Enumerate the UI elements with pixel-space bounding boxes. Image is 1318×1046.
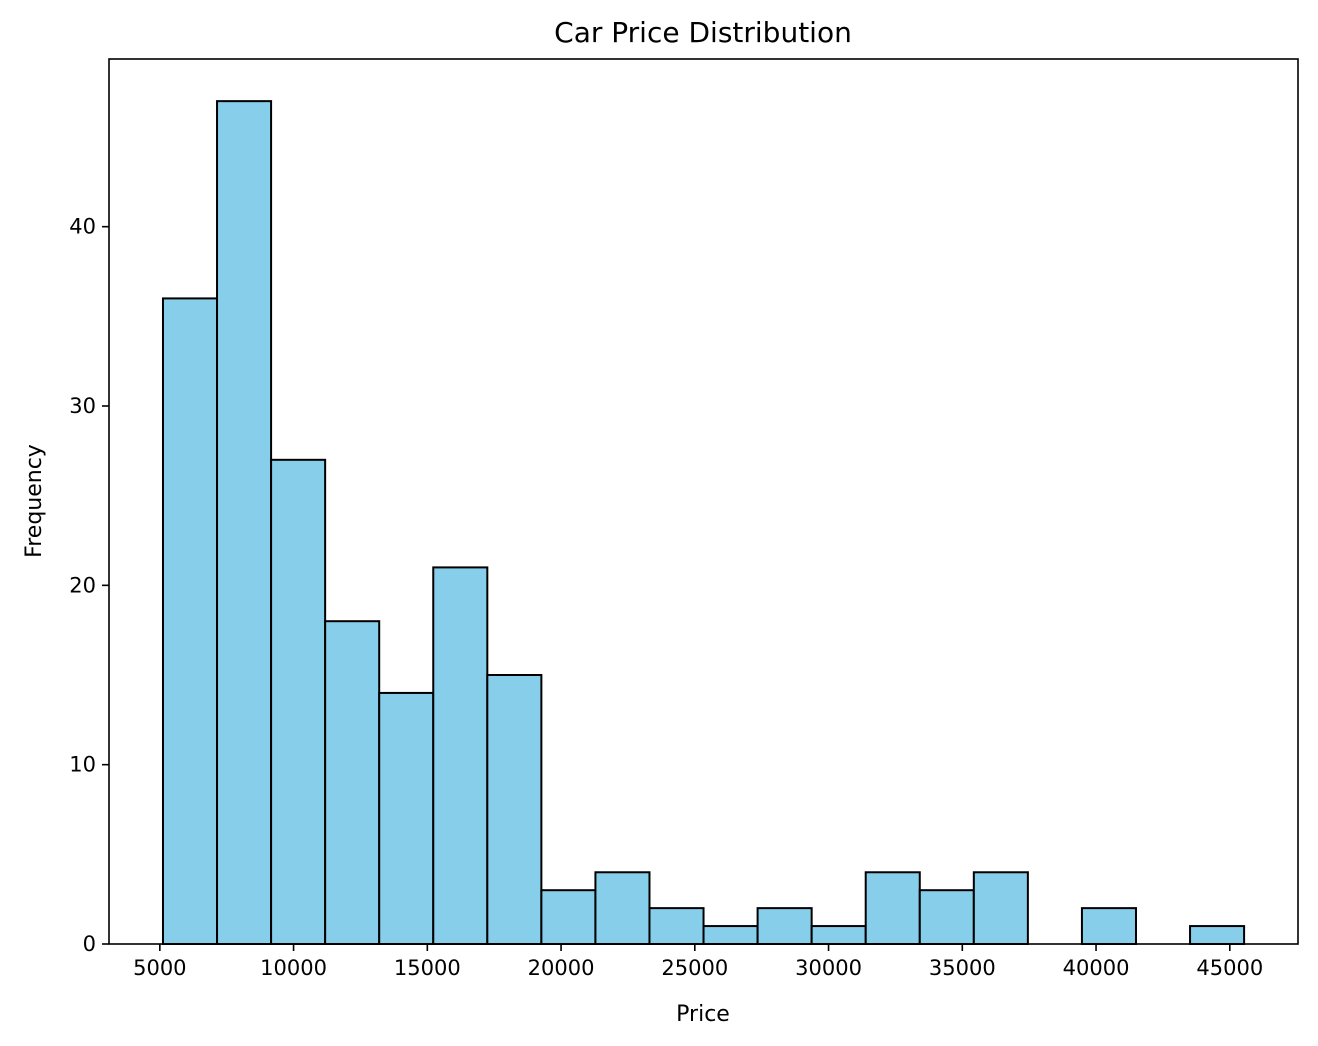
- chart-title: Car Price Distribution: [554, 16, 852, 49]
- histogram-bar: [702, 925, 759, 946]
- x-tick-label: 15000: [394, 956, 461, 980]
- histogram-bar: [810, 925, 867, 946]
- plot-frame: [108, 58, 1299, 945]
- y-tick-label: 40: [69, 215, 96, 239]
- x-tick-label: 40000: [1063, 956, 1130, 980]
- histogram-bar: [972, 871, 1029, 945]
- histogram-bar: [648, 907, 705, 945]
- histogram-bar: [864, 871, 921, 945]
- histogram-bar: [270, 458, 327, 945]
- x-tick-label: 35000: [929, 956, 996, 980]
- y-tick-label: 10: [69, 753, 96, 777]
- histogram-bar: [918, 889, 975, 946]
- x-tick-label: 30000: [795, 956, 862, 980]
- histogram-bar: [540, 889, 597, 946]
- histogram-bar: [1189, 925, 1246, 946]
- histogram-bar: [432, 566, 489, 945]
- x-tick-label: 10000: [260, 956, 327, 980]
- x-axis-label: Price: [676, 1002, 730, 1027]
- y-tick-label: 0: [83, 932, 96, 956]
- histogram-bar: [378, 691, 435, 945]
- y-axis-label: Frequency: [22, 444, 47, 558]
- x-tick-label: 20000: [528, 956, 595, 980]
- bars-group: [161, 100, 1246, 946]
- histogram-bar: [161, 297, 219, 945]
- histogram-bar: [1080, 907, 1137, 945]
- y-tick-label: 20: [69, 573, 96, 597]
- x-tick-label: 45000: [1196, 956, 1263, 980]
- x-tick-label: 25000: [661, 956, 728, 980]
- histogram-bar: [324, 620, 381, 946]
- y-tick-label: 30: [69, 394, 96, 418]
- y-axis-ticks: 0 10 20 30 40: [69, 215, 109, 956]
- x-tick-label: 5000: [133, 956, 186, 980]
- histogram-bar: [216, 100, 273, 945]
- histogram-bar: [594, 871, 651, 945]
- histogram-bar: [756, 907, 813, 945]
- x-axis-ticks: 5000 10000 15000 20000 25000 30000 35000 40000 4…: [133, 944, 1263, 980]
- histogram-bar: [486, 674, 543, 945]
